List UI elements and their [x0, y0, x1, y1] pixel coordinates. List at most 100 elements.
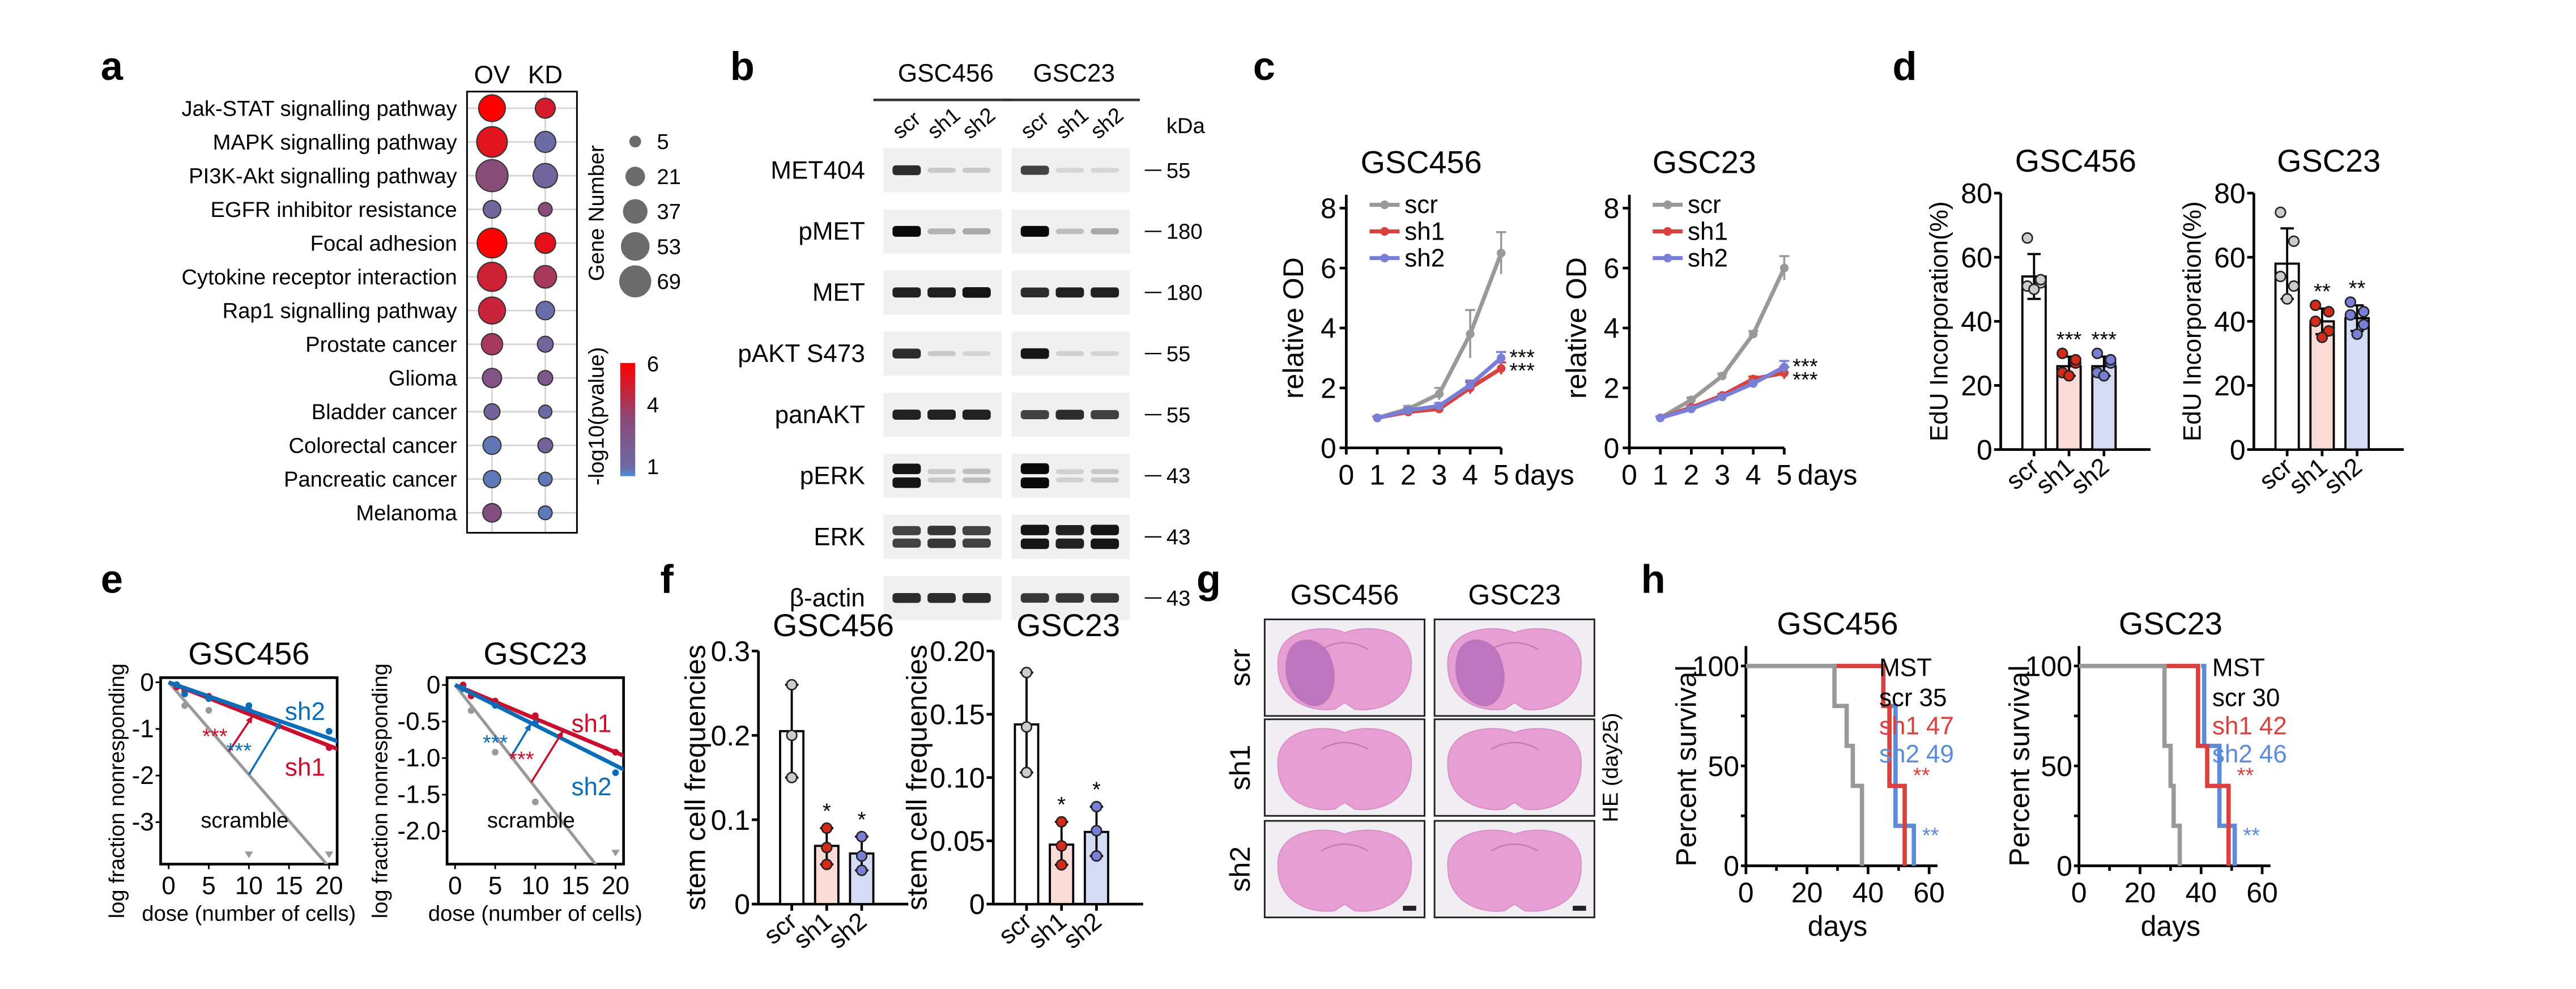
- y-tick-label: 0.15: [930, 699, 985, 731]
- data-point-scr: [1497, 249, 1506, 258]
- y-tick-label: 0.1: [711, 804, 750, 836]
- significance-marker: ***: [509, 747, 534, 771]
- band-lower: [927, 538, 956, 548]
- data-point-scr: [1718, 372, 1727, 381]
- x-tick-label: 40: [2185, 877, 2217, 909]
- arrow-head: [556, 730, 564, 739]
- band: [1055, 228, 1084, 235]
- data-point-sh2: [1434, 401, 1444, 411]
- legend-entry: scr 35: [1879, 684, 1947, 711]
- size-legend-label: 21: [657, 165, 681, 189]
- panel-label-e: e: [101, 556, 123, 601]
- blot-row-label: pAKT S473: [738, 340, 865, 368]
- replicate-point: [786, 730, 798, 741]
- panel-a-pathway-dotplot: OV KD Jak-STAT signalling pathway MAPK sign…: [181, 61, 681, 534]
- dot-kd: [538, 505, 553, 521]
- data-point-sh2: [173, 681, 180, 688]
- x-axis-label: days: [2141, 910, 2201, 942]
- x-tick-label: 2: [1684, 459, 1700, 491]
- replicate-point: [855, 864, 868, 876]
- replicate-point: [2344, 309, 2356, 321]
- replicate-point: [2028, 283, 2040, 295]
- size-legend-dot: [629, 135, 641, 148]
- panel-label-g: g: [1197, 556, 1221, 601]
- hippocampus-outline: [1321, 843, 1369, 852]
- legend-label: sh2: [1404, 244, 1445, 272]
- panel-label-d: d: [1893, 44, 1917, 88]
- y-axis-label: stem cell frequencies: [680, 645, 712, 910]
- band: [962, 287, 991, 298]
- dot-kd: [535, 300, 555, 321]
- data-point-sh2: [492, 702, 499, 709]
- replicate-point: [2056, 347, 2068, 360]
- lane-label: sh2: [1086, 103, 1129, 144]
- y-tick-label: 60: [2214, 242, 2246, 274]
- x-tick-label: 4: [1462, 459, 1478, 491]
- significance-marker: *: [1092, 777, 1101, 802]
- data-point-sh2: [612, 769, 619, 777]
- data-point-sh1: [1497, 364, 1506, 373]
- band: [927, 287, 956, 298]
- data-point-sh2: [245, 702, 253, 709]
- replicate-point: [2275, 270, 2287, 283]
- x-tick-label: 0: [161, 872, 176, 900]
- y-axis-label: stem cell frequencies: [901, 645, 933, 910]
- band-upper: [962, 468, 991, 474]
- y-tick-label: 0: [2056, 850, 2072, 882]
- band: [962, 228, 991, 235]
- pathway-label: Cytokine receptor interaction: [181, 265, 457, 289]
- replicate-point: [821, 842, 833, 854]
- dot-ov: [482, 368, 503, 389]
- column-header-ov: OV: [474, 61, 510, 89]
- pathway-label: Prostate cancer: [305, 332, 457, 357]
- y-tick-label: -2.0: [397, 817, 440, 845]
- dot-ov: [483, 470, 501, 489]
- legend-title: MST: [2212, 654, 2265, 681]
- band-upper: [1091, 525, 1119, 535]
- y-tick-label: 0.20: [930, 636, 985, 667]
- y-tick-label: 0: [734, 889, 750, 920]
- x-tick-label: 60: [2246, 877, 2278, 909]
- replicate-point: [786, 679, 798, 691]
- hippocampus-outline: [1491, 642, 1538, 650]
- replicate-point: [2288, 235, 2300, 247]
- replicate-point: [1020, 721, 1033, 733]
- replicate-point: [2021, 232, 2033, 244]
- column-header-kd: KD: [528, 61, 563, 89]
- band: [892, 165, 921, 176]
- y-tick-label: 80: [1961, 178, 1992, 210]
- pathway-label: Rap1 signalling pathway: [223, 299, 458, 323]
- band: [927, 351, 956, 356]
- size-legend-label: 5: [657, 130, 669, 154]
- band: [1091, 287, 1119, 298]
- chart-title: GSC456: [2015, 143, 2136, 178]
- fit-line-sh2: [454, 683, 624, 772]
- band: [1055, 410, 1084, 420]
- lane-label: scr: [1016, 106, 1054, 144]
- colorbar-tick-label: 4: [647, 393, 659, 417]
- band-lower: [1020, 538, 1049, 549]
- y-tick-label: 2: [1604, 373, 1620, 404]
- data-point-sh2: [1466, 380, 1475, 390]
- band-upper: [1020, 525, 1049, 535]
- x-tick-label: 0: [1738, 877, 1754, 909]
- plot-frame: [466, 91, 578, 534]
- y-tick-label: 20: [2214, 370, 2246, 402]
- replicate-point: [2344, 296, 2356, 308]
- y-axis-label: EdU Incorporation(%): [1926, 201, 1953, 441]
- band: [1055, 168, 1084, 173]
- band-lower: [1020, 477, 1049, 488]
- dot-ov: [478, 296, 506, 325]
- band: [962, 410, 991, 420]
- legend-label: sh1: [1688, 218, 1728, 245]
- chart-title: GSC23: [483, 636, 587, 671]
- fit-line-sh1: [454, 683, 624, 758]
- replicate-point: [2105, 354, 2117, 366]
- fit-line-scramble: [454, 684, 598, 864]
- y-tick-label: -3: [132, 808, 154, 836]
- band: [892, 593, 921, 603]
